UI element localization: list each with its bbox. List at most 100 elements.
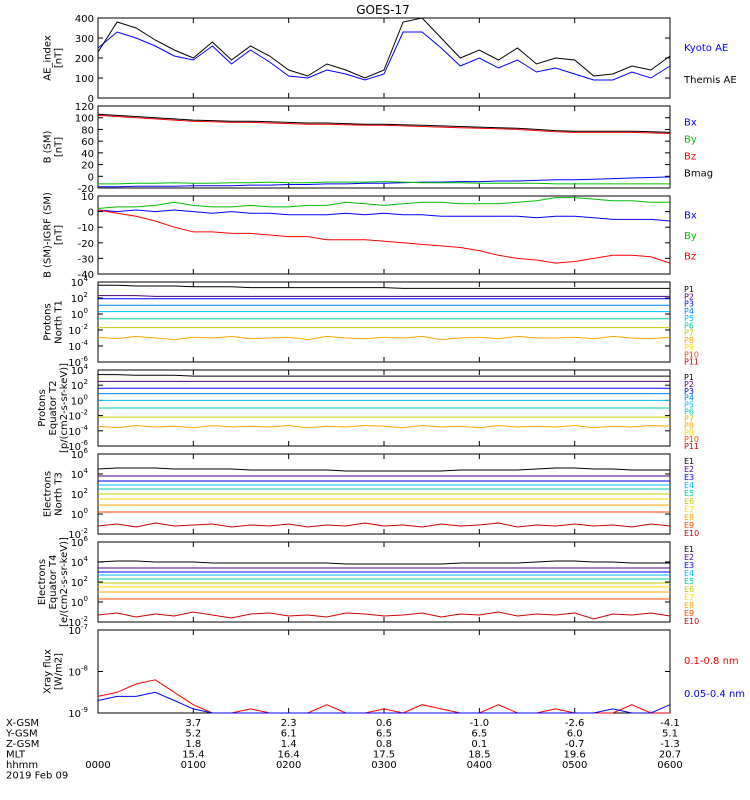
ephemeris-value: -1.0 xyxy=(470,718,490,729)
series-line-p8 xyxy=(97,335,671,341)
ephemeris-row-label: hhmm xyxy=(6,760,38,771)
legend-label: E3 xyxy=(684,473,694,482)
y-tick-label: 100 xyxy=(71,393,88,407)
y-tick-label: 10 xyxy=(81,192,94,203)
panel-xray: 10-9 10-8 10-7 Xray flux [W/m2] 0.1-0.8 nm 0.0… xyxy=(43,623,746,720)
series-line-p1 xyxy=(98,374,670,377)
legend-label: E8 xyxy=(684,513,694,522)
legend-label: E3 xyxy=(684,561,694,570)
legend-label: E2 xyxy=(684,553,694,562)
y-tick-label: 100 xyxy=(71,595,88,609)
legend-label: Bx xyxy=(684,117,697,128)
legend-label: 0.1-0.8 nm xyxy=(684,656,739,667)
ephemeris-row-label: Z-GSM xyxy=(6,739,39,750)
series-line-e10 xyxy=(97,611,671,620)
y-tick-label: -10 xyxy=(78,223,94,234)
ephemeris-row-label: MLT xyxy=(6,750,26,761)
legend-label: P5 xyxy=(684,314,694,323)
legend-label: P1 xyxy=(684,373,694,382)
y-tick-label: 100 xyxy=(75,74,94,85)
y-axis-label: Protons xyxy=(37,389,48,426)
legend-label: P10 xyxy=(684,435,699,444)
legend-label: Bmag xyxy=(684,169,713,180)
ephemeris-table: X-GSM 3.7 2.3 0.6 -1.0 -2.6 -4.1 Y-GSM 5.2 6.1 6.5… xyxy=(5,718,683,782)
y-axis-label: [nT] xyxy=(54,48,65,68)
legend-label: E4 xyxy=(684,481,694,490)
legend-label: E1 xyxy=(684,545,694,554)
legend-label: P2 xyxy=(684,380,694,389)
ephemeris-value: 3.7 xyxy=(185,718,201,729)
panel-frame xyxy=(97,105,671,189)
y-tick-label: 100 xyxy=(71,507,88,521)
legend-label: E6 xyxy=(684,497,694,506)
legend-label: P4 xyxy=(684,307,694,316)
y-axis-label: Equator T4 xyxy=(48,555,59,610)
ephemeris-value: 0300 xyxy=(371,760,396,771)
legend-label: P10 xyxy=(684,350,699,359)
series-line-e10 xyxy=(97,522,671,528)
y-tick-label: 102 xyxy=(71,291,88,305)
ephemeris-value: 0.6 xyxy=(376,718,392,729)
ephemeris-value: -4.1 xyxy=(660,718,680,729)
series-line-0-05-0-4-nm xyxy=(97,691,671,714)
legend-label: Themis AE xyxy=(683,75,737,86)
series-line-p8 xyxy=(97,424,671,429)
ephemeris-value: -1.3 xyxy=(660,739,680,750)
panel-frame xyxy=(97,281,671,363)
legend-label: P4 xyxy=(684,394,694,403)
ephemeris-value: 0400 xyxy=(467,760,492,771)
ephemeris-value: 1.8 xyxy=(185,739,201,750)
legend-label: Bz xyxy=(684,252,696,263)
y-tick-label: -30 xyxy=(78,254,94,265)
y-tick-label: 100 xyxy=(71,307,88,321)
ephemeris-value: 0200 xyxy=(276,760,301,771)
y-tick-label: 0 xyxy=(88,208,94,219)
legend-label: 0.05-0.4 nm xyxy=(684,689,745,700)
legend-label: E4 xyxy=(684,569,694,578)
ephemeris-row-label: X-GSM xyxy=(6,718,39,729)
panel-bigrf: -40 -30 -20 -10 0 10 B (SM)-IGRF (SM) [nT] Bx By B… xyxy=(43,192,697,281)
legend-label: P8 xyxy=(684,421,694,430)
ephemeris-value: 5.1 xyxy=(662,729,678,740)
legend-label: E9 xyxy=(684,521,694,530)
legend-label: E6 xyxy=(684,585,694,594)
legend-label: E5 xyxy=(684,489,694,498)
legend-label: P3 xyxy=(684,387,694,396)
legend-label: P11 xyxy=(684,442,699,451)
legend-label: Bx xyxy=(684,210,697,221)
series-line-bx xyxy=(97,209,671,222)
ephemeris-value: -0.7 xyxy=(565,739,585,750)
y-tick-label: 0 xyxy=(88,94,94,105)
y-tick-label: 200 xyxy=(75,54,94,65)
y-tick-label: 106 xyxy=(71,447,89,461)
legend-label: P3 xyxy=(684,300,694,309)
panel-ae: 0 100 200 300 400 AE_index [nT] Kyoto AE Themis … xyxy=(43,14,737,105)
y-tick-label: 40 xyxy=(81,149,94,160)
ephemeris-value: 18.5 xyxy=(468,750,490,761)
y-tick-label: -20 xyxy=(78,184,94,195)
y-tick-label: 10-8 xyxy=(68,665,88,679)
ephemeris-value: 15.4 xyxy=(182,750,204,761)
legend-label: P7 xyxy=(684,329,694,338)
legend-label: E1 xyxy=(684,457,694,466)
y-axis-label: Equator T2 xyxy=(48,381,59,436)
legend-label: E8 xyxy=(684,601,694,610)
y-tick-label: 60 xyxy=(81,137,94,148)
legend-label: E7 xyxy=(684,593,694,602)
y-tick-label: 10-2 xyxy=(68,409,88,423)
legend-label: P7 xyxy=(684,414,694,423)
y-axis-label: [W/m2] xyxy=(54,653,65,690)
ephemeris-value: 6.1 xyxy=(281,729,297,740)
panel-frame xyxy=(97,195,671,275)
legend-label: P11 xyxy=(684,358,699,367)
series-line-kyoto-ae xyxy=(97,31,671,81)
legend-label: P9 xyxy=(684,343,694,352)
legend-label: P1 xyxy=(684,285,694,294)
legend-label: Kyoto AE xyxy=(684,43,728,54)
series-line-bmag xyxy=(97,113,671,133)
series-line-by xyxy=(97,197,670,209)
y-axis-label: North T1 xyxy=(54,300,65,344)
y-axis-label: Xray flux xyxy=(43,649,54,694)
